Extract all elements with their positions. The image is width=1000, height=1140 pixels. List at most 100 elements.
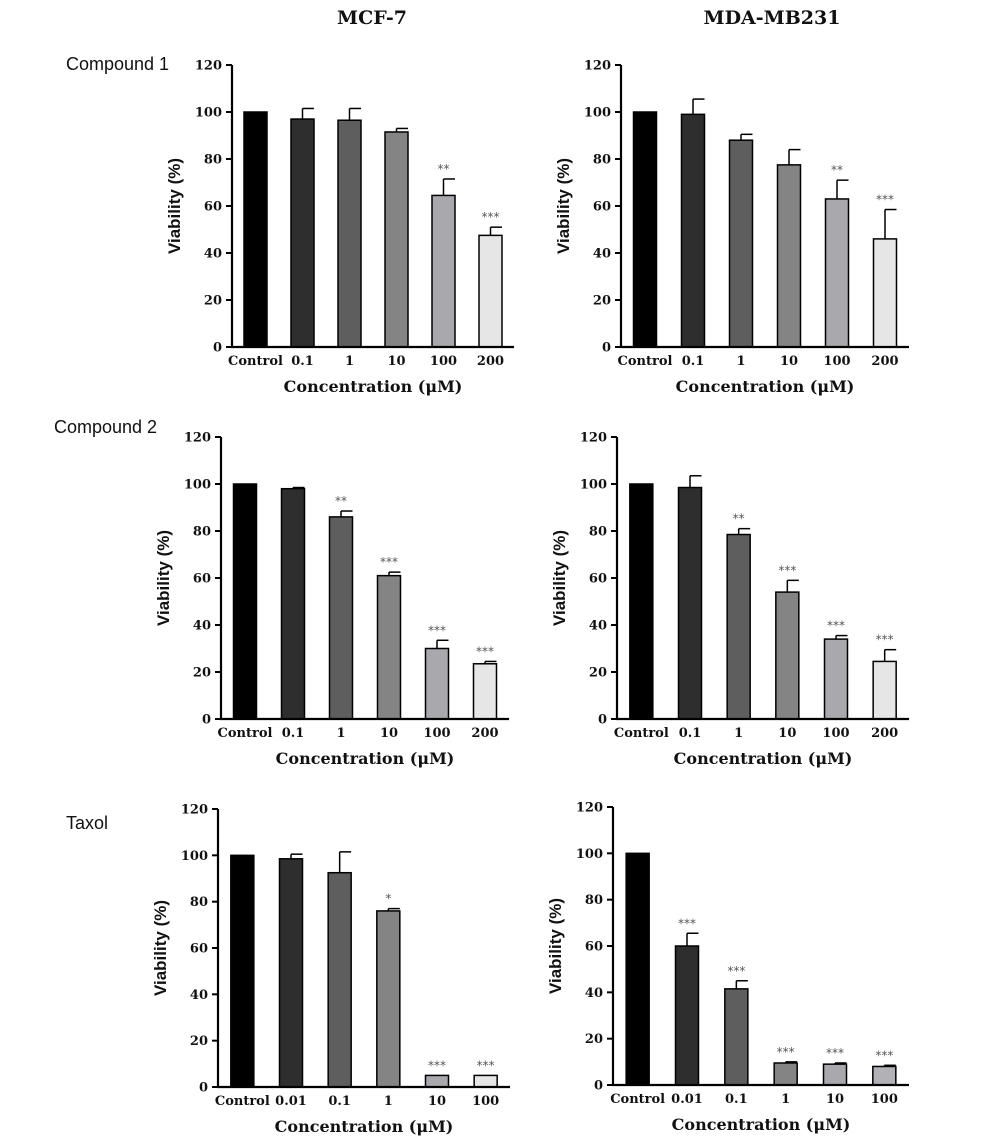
chart-0-0-bar-0	[243, 111, 268, 348]
chart-2-0-ytick-label-60: 60	[190, 942, 208, 957]
chart-2-0-ytick-label-20: 20	[190, 1034, 208, 1049]
chart-1-0-category-label-1: 0.1	[282, 726, 305, 741]
chart-2-0-significance-4: ***	[428, 1058, 446, 1072]
chart-0-0-bar-4	[431, 194, 456, 348]
chart-0-1-ytick-label-120: 120	[584, 59, 611, 74]
chart-1-1-bar-4	[823, 638, 849, 720]
chart-2-1-ytick-label-60: 60	[585, 940, 603, 955]
chart-1-0: 0 20 40 60 80 100 120 Control 0.1 ** 1 *** 10 *** 100 *…	[154, 431, 509, 768]
chart-2-0-significance-5: ***	[477, 1058, 495, 1072]
chart-2-0-bar-0	[230, 854, 255, 1088]
chart-0-1-significance-5: ***	[876, 193, 894, 207]
chart-2-1-ytick-label-40: 40	[585, 986, 603, 1001]
chart-1-1-category-label-2: 1	[734, 726, 743, 741]
chart-2-0-ytick-label-100: 100	[181, 849, 208, 864]
chart-2-0-ytick-label-120: 120	[181, 803, 208, 818]
chart-0-0: 0 20 40 60 80 100 120 Control 0.1 1 10 ** 100 *** 200 C…	[165, 59, 514, 396]
chart-0-1-ytick-label-40: 40	[593, 247, 611, 262]
chart-2-0-bar-5	[473, 1074, 498, 1088]
chart-0-0-ytick-label-20: 20	[204, 294, 222, 309]
chart-1-0-y-axis-title: Viability (%)	[154, 530, 173, 626]
chart-1-0-ytick-label-120: 120	[184, 431, 211, 446]
chart-1-0-ytick-label-100: 100	[184, 478, 211, 493]
chart-1-0-bar-5	[472, 663, 498, 720]
chart-1-0-category-label-3: 10	[380, 726, 398, 741]
chart-0-1-ytick-label-100: 100	[584, 106, 611, 121]
chart-0-0-category-label-1: 0.1	[291, 354, 314, 369]
chart-2-1-ytick-label-120: 120	[576, 801, 603, 816]
chart-1-1-ytick-label-0: 0	[598, 713, 607, 728]
chart-2-1-bar-4	[822, 1063, 848, 1086]
chart-2-0-category-label-3: 1	[384, 1094, 393, 1109]
chart-0-1-category-label-0: Control	[618, 354, 673, 369]
chart-1-1-ytick-label-20: 20	[589, 666, 607, 681]
chart-1-0-x-axis-title: Concentration (μM)	[276, 749, 455, 768]
row-label-compound-1: Compound 1	[66, 54, 169, 74]
chart-1-0-bar-2	[328, 516, 354, 720]
chart-0-0-bar-5	[478, 234, 503, 348]
chart-2-1: 0 20 40 60 80 100 120 Control *** 0.01 *** 0.1 *** 1 *…	[546, 801, 909, 1134]
chart-0-0-ytick-label-100: 100	[195, 106, 222, 121]
chart-0-0-ytick-label-40: 40	[204, 247, 222, 262]
chart-2-1-category-label-4: 10	[826, 1092, 844, 1107]
chart-2-1-bar-1	[674, 945, 700, 1086]
chart-2-0-category-label-0: Control	[215, 1094, 270, 1109]
chart-0-1-category-label-2: 1	[736, 354, 745, 369]
chart-2-1-bar-2	[724, 988, 749, 1086]
chart-0-0-category-label-4: 100	[430, 354, 457, 369]
chart-2-0-x-axis-title: Concentration (μM)	[275, 1117, 454, 1136]
chart-1-0-ytick-label-60: 60	[193, 572, 211, 587]
chart-2-1-ytick-label-20: 20	[585, 1032, 603, 1047]
chart-1-1-bar-1	[677, 486, 703, 720]
chart-2-1-significance-5: ***	[875, 1048, 893, 1062]
chart-1-1-ytick-label-120: 120	[580, 431, 607, 446]
chart-1-0-significance-3: ***	[380, 555, 398, 569]
chart-1-0-significance-2: **	[335, 494, 347, 508]
chart-0-0-category-label-3: 10	[387, 354, 405, 369]
chart-0-1-ytick-label-60: 60	[593, 200, 611, 215]
chart-0-0-ytick-label-60: 60	[204, 200, 222, 215]
chart-2-0-bar-2	[327, 871, 352, 1088]
chart-1-0-bar-3	[376, 574, 402, 720]
chart-2-0-bar-4	[424, 1074, 450, 1088]
chart-1-0-bar-0	[232, 483, 258, 720]
chart-0-0-ytick-label-80: 80	[204, 153, 222, 168]
chart-2-1-bar-0	[625, 852, 650, 1086]
chart-2-0-ytick-label-80: 80	[190, 895, 208, 910]
chart-2-1-category-label-5: 100	[871, 1092, 898, 1107]
chart-1-0-ytick-label-80: 80	[193, 525, 211, 540]
chart-0-1-category-label-1: 0.1	[682, 354, 705, 369]
chart-1-1-ytick-label-100: 100	[580, 478, 607, 493]
chart-1-0-ytick-label-40: 40	[193, 619, 211, 634]
chart-1-1-significance-5: ***	[876, 633, 894, 647]
chart-1-1-ytick-label-60: 60	[589, 572, 607, 587]
row-label-taxol: Taxol	[66, 813, 108, 833]
chart-0-1-x-axis-title: Concentration (μM)	[676, 377, 855, 396]
chart-0-0-category-label-5: 200	[477, 354, 504, 369]
column-title-mdamb231: MDA-MB231	[704, 7, 841, 29]
chart-0-1-significance-4: **	[831, 163, 843, 177]
chart-1-0-ytick-label-20: 20	[193, 666, 211, 681]
chart-0-1-ytick-label-80: 80	[593, 153, 611, 168]
chart-2-1-category-label-3: 1	[781, 1092, 790, 1107]
chart-2-1-bar-5	[872, 1065, 897, 1086]
chart-2-0-category-label-2: 0.1	[328, 1094, 351, 1109]
chart-0-1-category-label-5: 200	[871, 354, 898, 369]
row-label-compound-2: Compound 2	[54, 417, 157, 437]
chart-2-0-ytick-label-40: 40	[190, 988, 208, 1003]
chart-2-1-significance-4: ***	[826, 1046, 844, 1060]
chart-1-1-significance-3: ***	[778, 563, 796, 577]
chart-0-1-ytick-label-0: 0	[602, 341, 611, 356]
chart-2-0-bar-1	[278, 858, 304, 1088]
chart-0-1-y-axis-title: Viability (%)	[554, 158, 573, 254]
chart-2-1-significance-1: ***	[678, 916, 696, 930]
chart-1-0-significance-5: ***	[476, 644, 494, 658]
chart-1-1-ytick-label-80: 80	[589, 525, 607, 540]
chart-0-0-category-label-0: Control	[228, 354, 283, 369]
chart-2-0: 0 20 40 60 80 100 120 Control 0.01 0.1 * 1 *** 10 *** 1…	[151, 803, 510, 1136]
chart-0-0-ytick-label-120: 120	[195, 59, 222, 74]
chart-0-0-bar-3	[384, 131, 409, 348]
chart-1-1: 0 20 40 60 80 100 120 Control 0.1 ** 1 *** 10 *** 100 *…	[550, 431, 909, 768]
chart-0-0-category-label-2: 1	[345, 354, 354, 369]
